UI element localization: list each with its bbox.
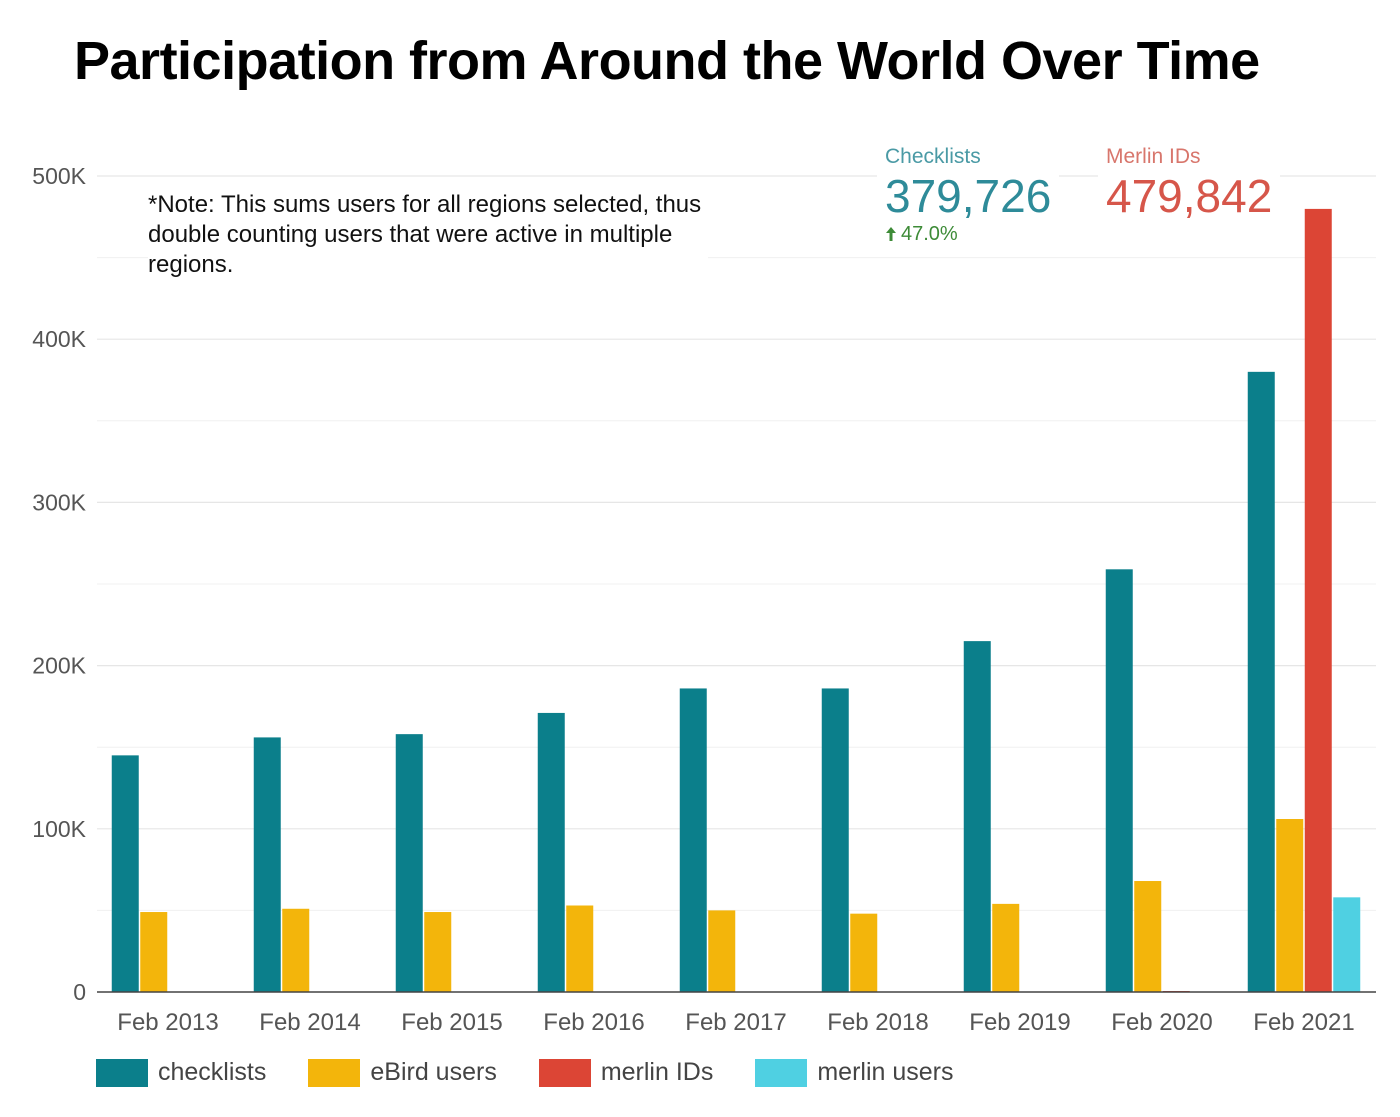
bar-checklists [253,737,281,992]
kpi-merlin-ids: Merlin IDs 479,842 [1098,144,1281,222]
legend-item-checklists: checklists [96,1058,266,1087]
x-tick-label: Feb 2014 [259,1009,360,1036]
bar-merlin-users [1333,897,1361,992]
note-text: *Note: This sums users for all regions s… [148,190,708,280]
kpi-checklists: Checklists 379,726 47.0% [877,144,1060,246]
legend-label: merlin users [817,1058,954,1086]
chart-legend: checklists eBird users merlin IDs merlin… [96,1058,996,1087]
legend-label: checklists [158,1058,267,1086]
bar-ebird-users [140,912,168,992]
y-tick-label: 200K [32,653,86,679]
kpi-checklists-delta: 47.0% [885,222,1051,246]
kpi-checklists-delta-value: 47.0% [901,223,958,245]
bar-checklists [1105,569,1133,992]
x-tick-label: Feb 2018 [827,1009,928,1036]
kpi-merlin-ids-label: Merlin IDs [1106,145,1201,168]
bar-checklists [679,688,707,992]
y-tick-label: 400K [32,326,86,352]
kpi-checklists-value: 379,726 [885,170,1052,222]
bars [111,208,1361,993]
legend-label: merlin IDs [600,1058,714,1086]
bar-ebird-users [424,912,452,992]
y-tick-label: 500K [32,163,86,189]
x-axis: Feb 2013 Feb 2014 Feb 2015 Feb 2016 Feb 2017… [97,991,1376,1036]
chart-title: Participation from Around the World Over… [74,31,1260,91]
arrow-up-icon [886,227,896,241]
x-tick-label: Feb 2016 [543,1009,644,1036]
bar-checklists [395,734,423,992]
bar-ebird-users [1134,881,1162,992]
bar-checklists [1247,371,1275,993]
bar-ebird-users [282,908,310,992]
legend-swatch [96,1058,148,1087]
bar-ebird-users [566,905,594,992]
y-axis: 0 100K 200K 300K 400K 500K [32,163,86,1005]
x-tick-label: Feb 2019 [969,1009,1070,1036]
y-tick-label: 300K [32,489,86,515]
legend-swatch [538,1058,591,1087]
legend-swatch [755,1058,808,1087]
bar-ebird-users [992,903,1020,992]
kpi-merlin-ids-value: 479,842 [1106,170,1273,222]
legend-item-merlin-ids: merlin IDs [538,1058,714,1087]
bar-checklists [111,755,139,992]
x-tick-label: Feb 2017 [685,1009,786,1036]
x-tick-label: Feb 2015 [401,1009,502,1036]
legend-item-ebird-users: eBird users [308,1058,497,1087]
bar-ebird-users [708,910,736,992]
x-tick-label: Feb 2021 [1253,1009,1354,1036]
bar-checklists [537,712,565,992]
legend-item-merlin-users: merlin users [755,1058,954,1087]
gridlines [97,175,1376,911]
y-tick-label: 100K [32,816,86,842]
bar-merlin-ids [1304,208,1332,993]
y-tick-label: 0 [73,979,86,1005]
bar-ebird-users [1276,819,1304,992]
x-tick-label: Feb 2020 [1111,1009,1212,1036]
legend-label: eBird users [370,1058,497,1086]
bar-checklists [821,688,849,992]
bar-ebird-users [850,913,878,992]
bar-checklists [963,641,991,992]
legend-swatch [308,1058,361,1087]
x-tick-label: Feb 2013 [117,1009,218,1036]
kpi-checklists-label: Checklists [885,145,981,168]
